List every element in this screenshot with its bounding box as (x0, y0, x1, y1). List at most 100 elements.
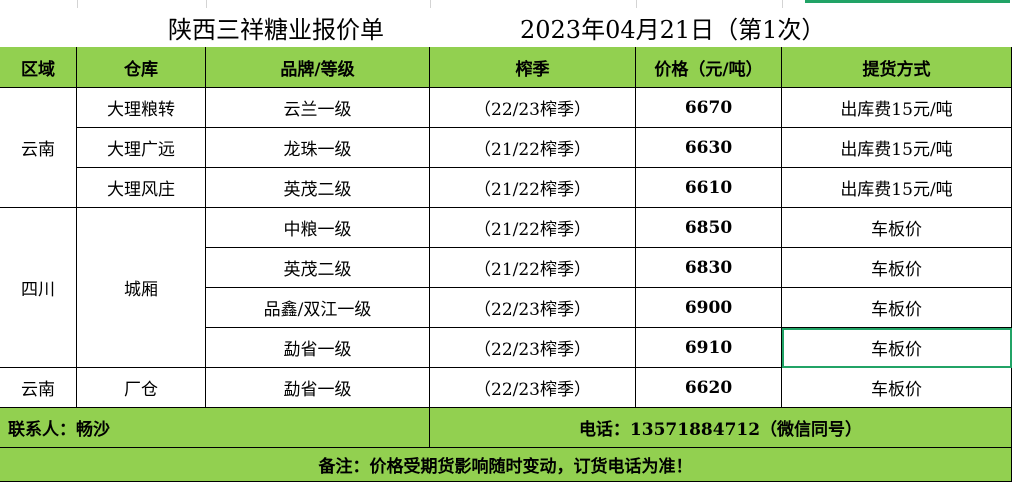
season-cell-text: （21/22榨季） (474, 140, 591, 160)
price-cell-text: 6850 (684, 217, 733, 238)
region-cell[interactable]: 四川 (0, 208, 77, 368)
brand-cell[interactable]: 龙珠一级 (206, 128, 430, 168)
brand-cell[interactable]: 勐省一级 (206, 368, 430, 408)
header-cell[interactable]: 品牌/等级 (206, 47, 430, 88)
warehouse-cell[interactable]: 厂仓 (77, 368, 206, 408)
brand-cell-text: 英茂二级 (283, 260, 352, 280)
page-title: 陕西三祥糖业报价单 (168, 16, 384, 44)
phone-cell-text: 电话：13571884712（微信同号） (578, 420, 863, 440)
price-cell[interactable]: 6630 (636, 128, 782, 168)
season-cell[interactable]: （22/23榨季） (430, 368, 636, 408)
season-cell[interactable]: （21/22榨季） (430, 248, 636, 288)
header-cell-text: 提货方式 (862, 59, 931, 80)
header-cell[interactable]: 价格（元/吨） (636, 47, 782, 88)
brand-cell[interactable]: 勐省一级 (206, 328, 430, 368)
price-cell-text: 6630 (684, 137, 733, 158)
delivery-cell-text: 出库费15元/吨 (840, 180, 953, 200)
warehouse-cell[interactable]: 大理粮转 (77, 88, 206, 128)
brand-cell[interactable]: 英茂二级 (206, 248, 430, 288)
warehouse-cell[interactable]: 大理风庄 (77, 168, 206, 208)
season-cell[interactable]: （22/23榨季） (430, 328, 636, 368)
header-cell-text: 仓库 (124, 59, 158, 80)
price-cell-text: 6910 (684, 337, 733, 358)
brand-cell[interactable]: 中粮一级 (206, 208, 430, 248)
season-cell[interactable]: （22/23榨季） (430, 88, 636, 128)
warehouse-cell[interactable]: 大理广远 (77, 128, 206, 168)
delivery-cell[interactable]: 车板价 (782, 248, 1012, 288)
price-cell[interactable]: 6900 (636, 288, 782, 328)
phone-cell[interactable]: 电话：13571884712（微信同号） (430, 408, 1012, 448)
brand-cell-text: 龙珠一级 (283, 140, 352, 160)
brand-cell-text: 中粮一级 (283, 220, 352, 240)
delivery-cell[interactable]: 出库费15元/吨 (782, 88, 1012, 128)
warehouse-cell[interactable]: 城厢 (77, 208, 206, 368)
region-cell-text: 云南 (21, 380, 55, 400)
season-cell[interactable]: （21/22榨季） (430, 128, 636, 168)
warehouse-cell-text: 大理广远 (107, 140, 175, 160)
gridline (77, 0, 207, 8)
season-cell-text: （22/23榨季） (474, 100, 591, 120)
delivery-cell[interactable]: 出库费15元/吨 (782, 168, 1012, 208)
header-cell[interactable]: 提货方式 (782, 47, 1012, 88)
header-cell-text: 区域 (21, 59, 55, 80)
gridline (430, 0, 637, 8)
brand-cell[interactable]: 品鑫/双江一级 (206, 288, 430, 328)
price-cell-text: 6610 (684, 177, 733, 198)
price-cell-text: 6670 (684, 97, 733, 118)
warehouse-cell-text: 大理风庄 (107, 180, 175, 200)
season-cell-text: （21/22榨季） (474, 220, 591, 240)
season-cell[interactable]: （21/22榨季） (430, 168, 636, 208)
delivery-cell[interactable]: 车板价 (782, 328, 1012, 368)
price-cell[interactable]: 6610 (636, 168, 782, 208)
delivery-cell[interactable]: 车板价 (782, 208, 1012, 248)
delivery-cell-text: 出库费15元/吨 (840, 140, 953, 160)
season-cell[interactable]: （22/23榨季） (430, 288, 636, 328)
delivery-cell[interactable]: 车板价 (782, 288, 1012, 328)
brand-cell-text: 云兰一级 (283, 100, 352, 120)
note-cell[interactable]: 备注：价格受期货影响随时变动，订货电话为准！ (0, 448, 1012, 482)
quote-date: 2023年04月21日（第1次） (520, 16, 826, 44)
warehouse-cell-text: 城厢 (124, 280, 158, 300)
brand-cell[interactable]: 英茂二级 (206, 168, 430, 208)
header-cell-text: 品牌/等级 (280, 59, 355, 80)
price-cell[interactable]: 6620 (636, 368, 782, 408)
season-cell-text: （22/23榨季） (474, 300, 591, 320)
region-cell[interactable]: 云南 (0, 368, 77, 408)
region-cell-text: 四川 (21, 280, 55, 300)
brand-cell-text: 勐省一级 (283, 340, 352, 360)
season-cell-text: （21/22榨季） (474, 180, 591, 200)
price-cell[interactable]: 6850 (636, 208, 782, 248)
header-cell[interactable]: 榨季 (430, 47, 636, 88)
price-cell[interactable]: 6830 (636, 248, 782, 288)
delivery-cell-text: 车板价 (871, 380, 922, 400)
brand-cell[interactable]: 云兰一级 (206, 88, 430, 128)
header-cell[interactable]: 区域 (0, 47, 77, 88)
region-cell-text: 云南 (21, 140, 55, 160)
header-cell-text: 榨季 (515, 59, 550, 80)
gridline (206, 0, 431, 8)
delivery-cell[interactable]: 车板价 (782, 368, 1012, 408)
warehouse-cell-text: 厂仓 (124, 380, 158, 400)
price-cell[interactable]: 6910 (636, 328, 782, 368)
season-cell-text: （22/23榨季） (474, 340, 591, 360)
price-cell[interactable]: 6670 (636, 88, 782, 128)
price-cell-text: 6620 (684, 377, 733, 398)
title-row[interactable]: 陕西三祥糖业报价单 2023年04月21日（第1次） (0, 8, 1012, 48)
price-cell-text: 6900 (684, 297, 733, 318)
header-cell[interactable]: 仓库 (77, 47, 206, 88)
delivery-cell-text: 车板价 (871, 300, 922, 320)
delivery-cell-text: 车板价 (871, 220, 922, 240)
delivery-cell-text: 出库费15元/吨 (840, 100, 953, 120)
delivery-cell[interactable]: 出库费15元/吨 (782, 128, 1012, 168)
brand-cell-text: 英茂二级 (283, 180, 352, 200)
brand-cell-text: 品鑫/双江一级 (263, 300, 372, 320)
contact-cell-text: 联系人：畅沙 (8, 420, 110, 440)
season-cell[interactable]: （21/22榨季） (430, 208, 636, 248)
delivery-cell-text: 车板价 (871, 340, 922, 360)
warehouse-cell-text: 大理粮转 (107, 100, 175, 120)
gridline (636, 0, 783, 8)
region-cell[interactable]: 云南 (0, 88, 77, 208)
season-cell-text: （22/23榨季） (474, 380, 591, 400)
gridline (0, 0, 78, 8)
contact-cell[interactable]: 联系人：畅沙 (0, 408, 430, 448)
